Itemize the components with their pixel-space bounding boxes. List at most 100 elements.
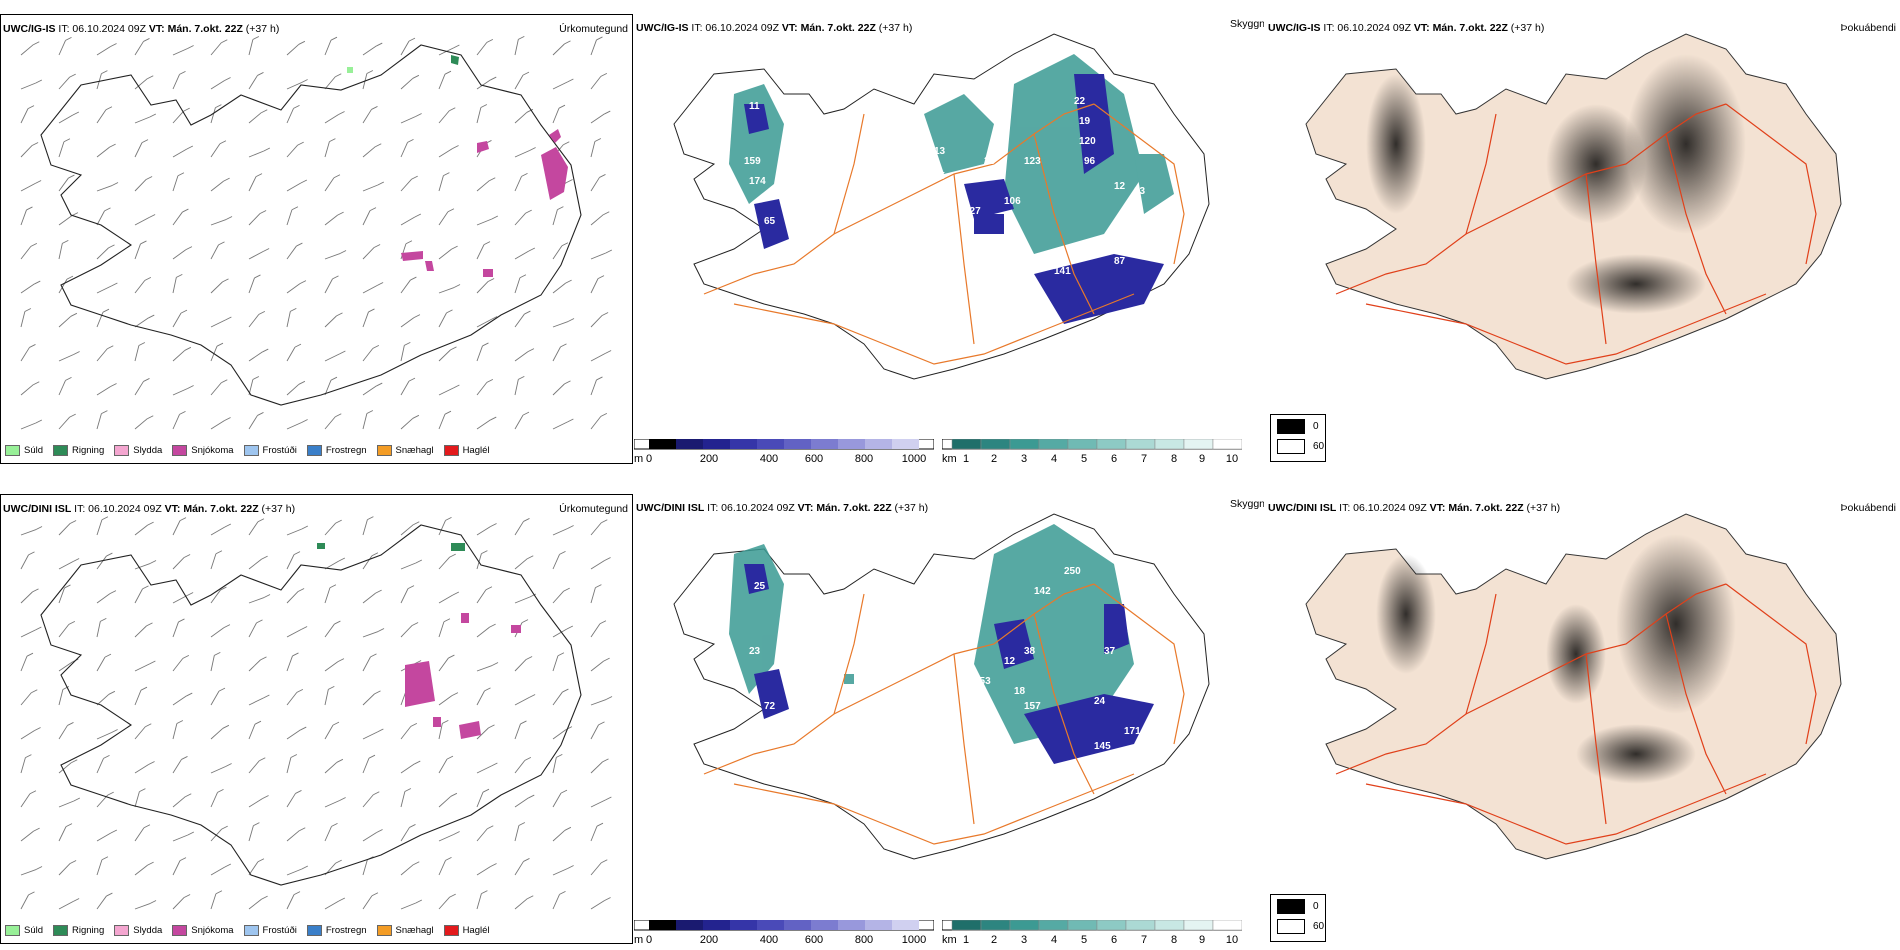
wind-barb bbox=[362, 757, 370, 774]
wind-barb-flag bbox=[138, 342, 146, 346]
wind-barb-flag bbox=[148, 214, 156, 218]
wind-barb bbox=[210, 766, 226, 774]
wind-barb-flag bbox=[222, 724, 230, 729]
wind-barb bbox=[248, 697, 264, 706]
wind-barb bbox=[96, 693, 110, 706]
wind-barb-flag bbox=[72, 558, 80, 562]
wind-barb bbox=[286, 729, 301, 740]
colorbar-step bbox=[951, 438, 982, 450]
cloud-base-label: 127 bbox=[964, 206, 981, 217]
wind-barb bbox=[400, 524, 414, 536]
panel-title: UWC/IG-IS IT: 06.10.2024 09Z VT: Mán. 7.… bbox=[636, 22, 913, 34]
wind-barb-flag bbox=[491, 662, 499, 666]
wind-barb-flag bbox=[488, 724, 495, 729]
wind-barb-flag bbox=[446, 755, 454, 760]
wind-barb bbox=[248, 521, 259, 536]
wind-barb bbox=[324, 141, 330, 158]
wind-barb-flag bbox=[371, 552, 379, 557]
legend-swatch bbox=[376, 445, 392, 456]
visibility-unit: km bbox=[942, 453, 957, 464]
wind-barb bbox=[324, 587, 331, 604]
wind-barb-flag bbox=[104, 653, 112, 658]
wind-barb-flag bbox=[525, 656, 533, 660]
wind-barb-flag bbox=[372, 344, 380, 349]
iceland-coastline bbox=[40, 44, 582, 406]
wind-barb bbox=[400, 279, 411, 294]
wind-barb-flag bbox=[223, 624, 231, 628]
cloud-base-label: 38 bbox=[1024, 646, 1036, 657]
wind-barb bbox=[248, 277, 255, 294]
wind-barb bbox=[324, 761, 338, 774]
vis-tick: 5 bbox=[1080, 934, 1088, 946]
wind-barb-flag bbox=[338, 557, 346, 562]
wind-barb-flag bbox=[68, 620, 76, 625]
legend-item: Frostregn bbox=[306, 445, 367, 456]
wind-barb bbox=[590, 39, 597, 56]
wind-barb bbox=[476, 765, 492, 774]
wind-barb bbox=[590, 416, 602, 430]
wind-barb-flag bbox=[62, 239, 69, 244]
wind-barb-flag bbox=[262, 348, 269, 353]
wind-barb-flag bbox=[371, 892, 379, 897]
wind-barb bbox=[590, 799, 606, 808]
wind-barb-flag bbox=[605, 696, 613, 700]
wind-barb bbox=[286, 82, 302, 90]
panel-title: UWC/IG-IS IT: 06.10.2024 09Z VT: Mán. 7.… bbox=[1268, 22, 1545, 34]
wind-barb bbox=[210, 382, 222, 396]
wind-barb-flag bbox=[298, 380, 306, 385]
wind-barb bbox=[58, 762, 72, 774]
wind-barb bbox=[58, 141, 65, 158]
wind-barb-flag bbox=[35, 866, 43, 870]
wind-barb-flag bbox=[259, 757, 266, 762]
cloud-base-label: 11 bbox=[974, 726, 985, 737]
colorbar-step bbox=[757, 920, 784, 930]
wind-barb-flag bbox=[31, 142, 39, 146]
wind-barb bbox=[96, 758, 104, 774]
wind-barb-flag bbox=[529, 147, 536, 151]
wind-barb-flag bbox=[523, 518, 530, 522]
wind-barb bbox=[96, 109, 107, 124]
wind-barb bbox=[362, 519, 368, 536]
wind-barb-flag bbox=[71, 759, 78, 764]
legend-item: Slydda bbox=[114, 445, 162, 456]
legend-swatch bbox=[114, 925, 130, 936]
wind-barb-flag bbox=[338, 897, 346, 902]
wind-barb-flag bbox=[292, 652, 299, 657]
wind-barb-flag bbox=[339, 250, 347, 254]
cloud-vis-panel-bottom: UWC/DINI ISL IT: 06.10.2024 09Z VT: Mán.… bbox=[634, 494, 1264, 950]
wind-barb bbox=[20, 869, 37, 876]
wind-barb-flag bbox=[293, 104, 300, 109]
panel-label: Þokuábendi bbox=[1840, 502, 1896, 514]
fog-legend-item: 60 bbox=[1277, 439, 1324, 454]
wind-barb bbox=[476, 107, 482, 124]
wind-barb-flag bbox=[562, 688, 569, 693]
wind-barb bbox=[552, 209, 558, 226]
legend-swatch bbox=[306, 445, 322, 456]
wind-barb bbox=[552, 894, 560, 910]
wind-barb bbox=[514, 250, 530, 260]
wind-barb bbox=[362, 794, 374, 808]
road bbox=[833, 593, 865, 715]
wind-barb-flag bbox=[149, 900, 157, 904]
wind-barb-flag bbox=[447, 208, 455, 213]
colorbar-step bbox=[980, 919, 1011, 931]
wind-barb-flag bbox=[375, 589, 382, 594]
cloud-base-label: 33 bbox=[1134, 186, 1146, 197]
wind-barb-flag bbox=[291, 206, 299, 211]
colorbar-step bbox=[892, 920, 919, 930]
wind-barb bbox=[590, 315, 603, 328]
wind-barb bbox=[400, 178, 413, 192]
wind-barb-flag bbox=[601, 859, 608, 864]
wind-barb bbox=[58, 863, 71, 876]
wind-barb-flag bbox=[63, 138, 71, 143]
wind-barb-flag bbox=[101, 856, 109, 861]
road bbox=[1335, 103, 1727, 295]
wind-barb-flag bbox=[33, 827, 40, 832]
wind-barb bbox=[96, 621, 101, 638]
wind-barb bbox=[590, 353, 606, 362]
wind-barb-flag bbox=[528, 694, 536, 698]
wind-barb-flag bbox=[64, 584, 71, 589]
cloud-base-label: 15 bbox=[934, 171, 946, 182]
wind-barb-flag bbox=[450, 792, 458, 797]
wind-barb-flag bbox=[335, 859, 342, 864]
